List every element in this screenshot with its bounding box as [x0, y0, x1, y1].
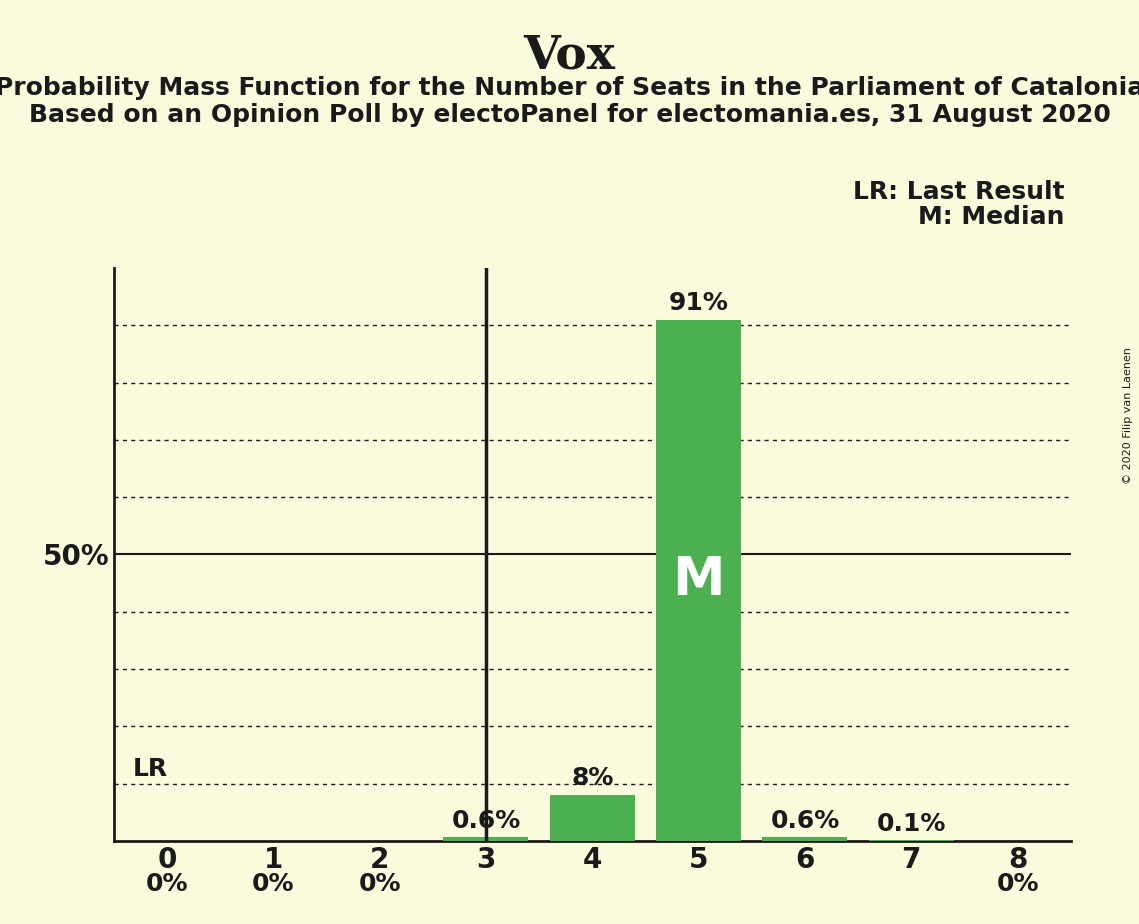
Text: Probability Mass Function for the Number of Seats in the Parliament of Catalonia: Probability Mass Function for the Number… — [0, 76, 1139, 100]
Bar — [443, 837, 528, 841]
Text: 0.6%: 0.6% — [770, 808, 839, 833]
Text: LR: LR — [133, 757, 169, 781]
Text: Vox: Vox — [524, 32, 615, 79]
Text: 0%: 0% — [997, 872, 1039, 896]
Bar — [550, 795, 634, 841]
Text: 0.6%: 0.6% — [451, 808, 521, 833]
Text: M: Median: M: Median — [918, 205, 1065, 229]
Text: © 2020 Filip van Laenen: © 2020 Filip van Laenen — [1123, 347, 1132, 484]
Text: LR: Last Result: LR: Last Result — [853, 180, 1065, 204]
Text: 91%: 91% — [669, 291, 729, 315]
Text: 0%: 0% — [252, 872, 295, 896]
Text: M: M — [672, 554, 724, 606]
Text: 0%: 0% — [146, 872, 188, 896]
Bar — [656, 320, 741, 841]
Text: 0%: 0% — [359, 872, 401, 896]
Text: 8%: 8% — [571, 766, 614, 790]
Text: 0.1%: 0.1% — [877, 811, 945, 835]
Bar — [762, 837, 847, 841]
Text: Based on an Opinion Poll by electoPanel for electomania.es, 31 August 2020: Based on an Opinion Poll by electoPanel … — [28, 103, 1111, 128]
